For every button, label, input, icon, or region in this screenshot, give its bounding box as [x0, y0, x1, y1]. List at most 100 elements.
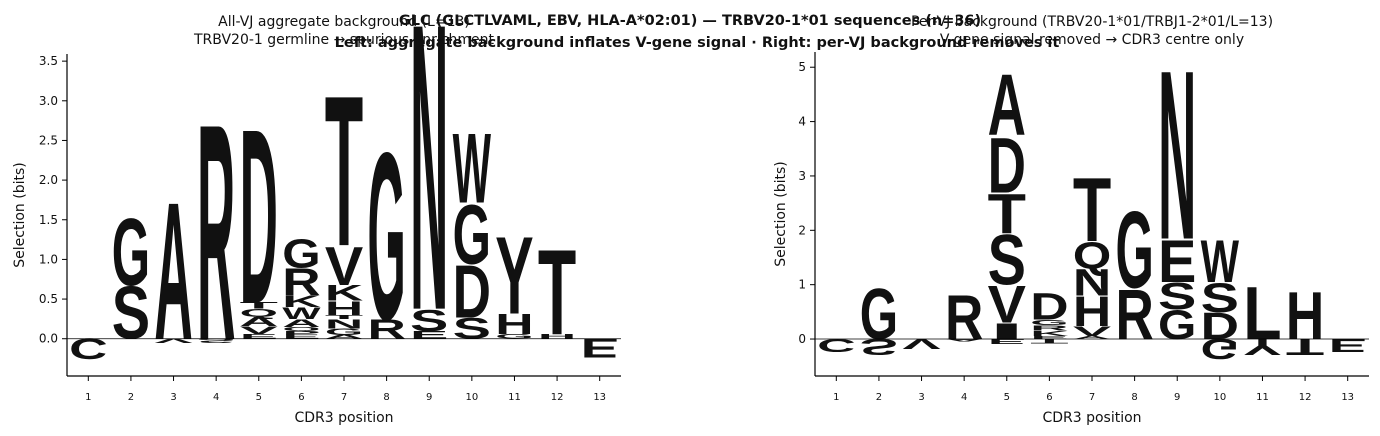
logo-letter: E [581, 333, 619, 364]
x-tick-label: 1 [833, 392, 839, 403]
logo-letter: N [325, 317, 363, 332]
logo-letter: S [1158, 276, 1196, 318]
logo-letter: R [367, 314, 405, 345]
logo-letter: T [325, 314, 363, 320]
y-tick-label: 2.0 [39, 173, 58, 187]
y-tick-label: 3.5 [39, 54, 58, 68]
logo-letter: K [1030, 329, 1069, 337]
y-tick-label: 1.5 [39, 213, 58, 227]
logo-letter: D [1030, 285, 1068, 328]
x-axis-label: CDR3 position [1042, 410, 1141, 426]
y-tick-label: 3 [798, 169, 806, 183]
logo-letter: Q [1073, 235, 1111, 277]
logo-letter: G [453, 186, 491, 281]
logo-letter: N [1158, 22, 1196, 291]
logo-letter: G [495, 333, 533, 340]
x-tick-label: 2 [876, 392, 882, 403]
logo-letter: K [325, 281, 363, 306]
x-axis-label: CDR3 position [294, 410, 393, 426]
logo-letter: A [988, 58, 1026, 155]
x-tick-label: 5 [1004, 392, 1010, 403]
logo-letter: G [367, 103, 405, 370]
logo-letter: E [410, 329, 448, 341]
logo-letter: Q [240, 307, 278, 319]
logo-letter: S [1201, 275, 1239, 321]
x-tick-label: 4 [213, 392, 219, 403]
panel-title: All-VJ aggregate background (L=13) [218, 14, 470, 30]
y-tick-label: 2.5 [39, 133, 58, 147]
x-tick-label: 3 [170, 392, 176, 403]
x-tick-label: 6 [298, 392, 304, 403]
y-axis-label: Selection (bits) [773, 161, 789, 266]
x-tick-label: 3 [918, 392, 924, 403]
y-tick-label: 1 [798, 278, 806, 292]
logo-letter: S [453, 312, 491, 345]
logo-letter: E [1030, 335, 1068, 340]
logo-letter: E [282, 334, 320, 340]
logo-letter: T [1286, 334, 1325, 359]
logo-letter: A [282, 317, 320, 329]
logo-letter: G [112, 199, 150, 306]
y-tick-label: 5 [798, 60, 806, 74]
logo-letter: S [197, 337, 235, 344]
x-tick-label: 7 [341, 392, 347, 403]
x-tick-label: 12 [1299, 392, 1312, 403]
logo-letter: G [282, 230, 320, 276]
y-tick-label: 0.5 [39, 292, 58, 306]
logo-letter: Y [495, 213, 533, 337]
x-tick-label: 4 [961, 392, 967, 403]
logo-letter: G [1115, 188, 1153, 311]
logo-letter: A [1073, 335, 1111, 340]
figure-title: GLC (GLCTLVAML, EBV, HLA-A*02:01) — TRBV… [399, 13, 981, 29]
logo-letter: T [538, 226, 576, 360]
panel-subtitle: V-gene signal removed → CDR3 centre only [940, 32, 1244, 48]
logo-letter: R [1115, 275, 1153, 355]
logo-letter: T [1073, 159, 1111, 261]
logo-letter: D [240, 78, 278, 356]
logo-letter: V [325, 235, 364, 297]
y-tick-label: 3.0 [39, 94, 58, 108]
x-tick-label: 12 [551, 392, 564, 403]
logo-letter: E [240, 333, 278, 340]
logo-letter: D [988, 122, 1026, 210]
y-tick-label: 4 [798, 115, 806, 129]
logo-letter: C [69, 332, 107, 365]
logo-letter: H [325, 298, 363, 320]
logo-letter: G [325, 327, 363, 337]
x-tick-label: 2 [128, 392, 134, 403]
logo-letter: V [1073, 323, 1112, 338]
y-axis-label: Selection (bits) [12, 162, 28, 267]
logo-letter: T [988, 182, 1026, 245]
x-tick-label: 9 [1174, 392, 1180, 403]
x-tick-label: 9 [426, 392, 432, 403]
logo-letter: N [1073, 261, 1111, 304]
logo-letter: H [1286, 278, 1324, 354]
logo-letter: T [325, 51, 363, 291]
y-tick-label: 1.0 [39, 252, 58, 266]
logo-letter: V [240, 324, 279, 336]
logo-letter: Y [1243, 334, 1281, 359]
logo-letter: G [1201, 333, 1239, 366]
logo-letter: G [860, 275, 898, 356]
panels: All-VJ aggregate background (L=13) TRBV20… [12, 0, 1369, 426]
logo-letter: A [240, 314, 278, 329]
logo-letter: P [282, 330, 320, 336]
logo-letter: R [282, 260, 320, 303]
x-tick-label: 8 [383, 392, 389, 403]
logo-letter: R [197, 60, 235, 404]
logo-letter: N [410, 0, 448, 396]
figure-subtitle: Left: aggregate background inflates V-ge… [335, 35, 1060, 51]
logo-letter: W [453, 113, 492, 224]
logo-letter: D [1201, 305, 1239, 348]
x-tick-label: 1 [85, 392, 91, 403]
logo-letter: V [154, 337, 192, 344]
x-tick-label: 11 [508, 392, 521, 403]
logo-letter: T [240, 301, 278, 311]
logo-letter: H [495, 308, 533, 340]
logo-letter: E [1329, 335, 1367, 356]
logo-letter: H [538, 333, 576, 340]
x-tick-label: 5 [256, 392, 262, 403]
logo-letter: L [1243, 271, 1281, 356]
